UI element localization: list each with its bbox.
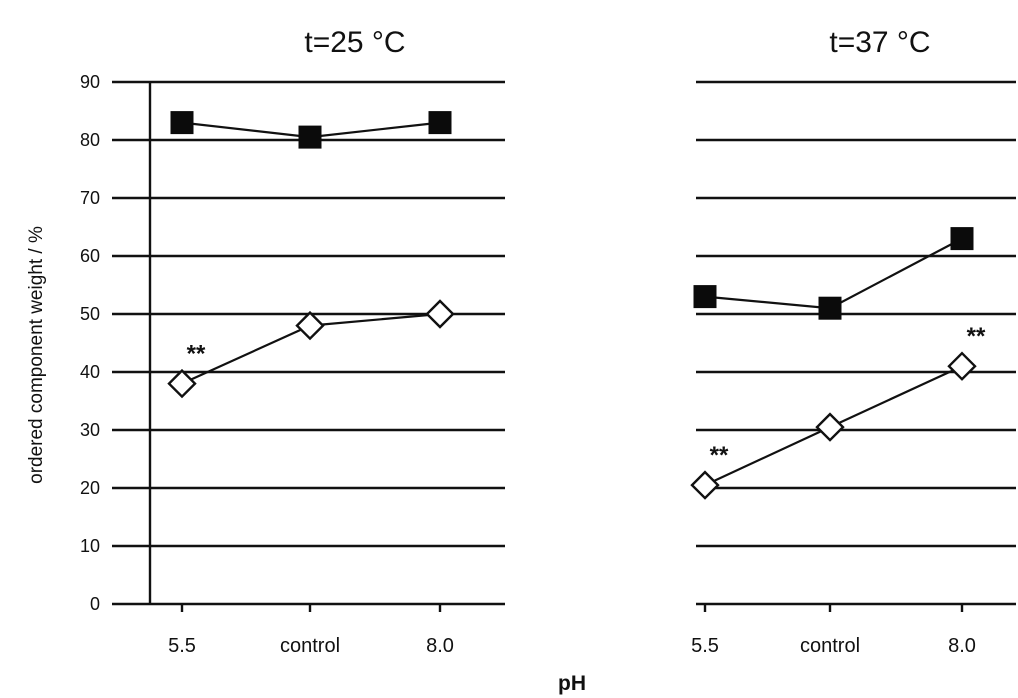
x-axis-label: pH — [558, 672, 586, 695]
y-tick-label: 20 — [80, 478, 100, 498]
y-tick-label: 80 — [80, 130, 100, 150]
significance-annotation: ** — [967, 323, 986, 350]
chart-title: t=25 °C — [304, 26, 405, 59]
data-point-square — [170, 111, 194, 135]
x-tick-label: 8.0 — [426, 635, 454, 657]
y-tick-label: 10 — [80, 536, 100, 556]
data-point-diamond — [295, 310, 325, 341]
significance-annotation: ** — [187, 341, 206, 368]
x-tick-label: 8.0 — [948, 635, 976, 657]
chart-title: t=37 °C — [829, 26, 930, 59]
x-tick-label: control — [280, 635, 340, 657]
x-tick-label: 5.5 — [691, 635, 719, 657]
x-tick-label: 5.5 — [168, 635, 196, 657]
panel-37c: t=37 °C 5.5 control 8.0 ** ** — [690, 26, 1016, 657]
significance-annotation: ** — [710, 442, 729, 469]
data-point-square — [298, 125, 322, 149]
data-point-square — [693, 285, 717, 309]
panel-25c: t=25 °C 0 10 20 30 40 50 60 70 80 90 5.5 control 8.0 *… — [80, 26, 505, 657]
y-tick-label: 90 — [80, 72, 100, 92]
y-tick-label: 50 — [80, 304, 100, 324]
data-point-diamond — [815, 412, 845, 442]
y-tick-label: 40 — [80, 362, 100, 382]
data-point-square — [818, 296, 842, 320]
data-point-diamond — [690, 470, 720, 500]
x-tick-label: control — [800, 635, 860, 657]
data-point-diamond — [425, 299, 455, 329]
data-point-square — [428, 111, 452, 135]
data-point-square — [950, 227, 974, 251]
data-point-diamond — [167, 368, 197, 399]
y-tick-label: 0 — [90, 594, 100, 614]
y-axis-label: ordered component weight / % — [26, 226, 47, 484]
y-tick-label: 30 — [80, 420, 100, 440]
data-point-diamond — [947, 351, 977, 381]
y-tick-label: 60 — [80, 246, 100, 266]
y-tick-label: 70 — [80, 188, 100, 208]
